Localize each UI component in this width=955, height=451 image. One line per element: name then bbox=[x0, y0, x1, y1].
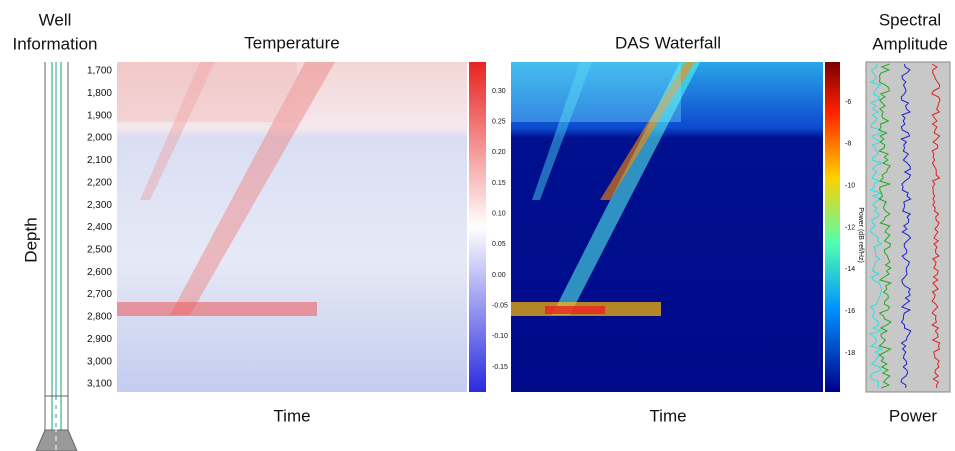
x-label: Power bbox=[889, 406, 938, 425]
panel-title: Spectral bbox=[879, 10, 941, 29]
colorbar-tick-label: 0.00 bbox=[492, 272, 506, 279]
panel-title: Temperature bbox=[244, 33, 339, 52]
well-diagram bbox=[35, 62, 78, 451]
depth-tick-label: 2,400 bbox=[87, 222, 112, 233]
depth-tick-label: 2,300 bbox=[87, 200, 112, 211]
colorbar-tick-label: -10 bbox=[845, 183, 855, 190]
temperature-heatmap bbox=[117, 62, 467, 392]
colorbar-tick-label: -0.10 bbox=[492, 333, 508, 340]
colorbar-tick-label: 0.15 bbox=[492, 180, 506, 187]
well-title: Well bbox=[39, 10, 72, 29]
spectral-traces bbox=[868, 63, 941, 389]
depth-tick-label: 3,000 bbox=[87, 356, 112, 367]
colorbar-tick-label: 0.05 bbox=[492, 241, 506, 248]
depth-tick-label: 2,200 bbox=[87, 177, 112, 188]
colorbar-ticks: 0.30 0.25 0.20 0.15 0.10 0.05 0.00 -0.05 -0.10 -0… bbox=[492, 88, 508, 371]
depth-tick-label: 2,900 bbox=[87, 334, 112, 345]
colorbar-tick-label: -12 bbox=[845, 224, 855, 231]
panel-title: Amplitude bbox=[872, 34, 948, 53]
depth-axis: 1,700 1,800 1,900 2,000 2,100 2,200 2,300 2,400… bbox=[87, 66, 112, 390]
colorbar-tick-label: 0.30 bbox=[492, 88, 506, 95]
colorbar-tick-label: -8 bbox=[845, 141, 851, 148]
depth-tick-label: 2,700 bbox=[87, 289, 112, 300]
spectral-trace bbox=[868, 63, 884, 389]
spectral-trace bbox=[900, 63, 912, 389]
depth-tick-label: 1,700 bbox=[87, 66, 112, 77]
panel-title: DAS Waterfall bbox=[615, 33, 721, 52]
depth-tick-label: 2,100 bbox=[87, 155, 112, 166]
colorbar-tick-label: -6 bbox=[845, 99, 851, 106]
colorbar-ticks: -6 -8 -10 -12 -14 -16 -18 bbox=[845, 99, 855, 357]
depth-label: Depth bbox=[21, 217, 40, 262]
spectral-trace bbox=[877, 63, 892, 389]
colorbar-label: Power (dB ref/Hz) bbox=[857, 207, 864, 263]
das-heatmap bbox=[511, 62, 823, 392]
depth-tick-label: 2,800 bbox=[87, 312, 112, 323]
depth-tick-label: 1,900 bbox=[87, 110, 112, 121]
colorbar-tick-label: -0.05 bbox=[492, 303, 508, 310]
colorbar-tick-label: 0.20 bbox=[492, 149, 506, 156]
x-label: Time bbox=[649, 406, 686, 425]
spectral-trace bbox=[931, 63, 941, 389]
x-label: Time bbox=[273, 406, 310, 425]
colorbar bbox=[469, 62, 486, 392]
depth-tick-label: 2,600 bbox=[87, 267, 112, 278]
well-title: Information bbox=[12, 34, 97, 53]
depth-tick-label: 2,500 bbox=[87, 244, 112, 255]
colorbar bbox=[825, 62, 840, 392]
depth-tick-label: 2,000 bbox=[87, 133, 112, 144]
colorbar-tick-label: -14 bbox=[845, 266, 855, 273]
colorbar-tick-label: -16 bbox=[845, 308, 855, 315]
depth-tick-label: 3,100 bbox=[87, 379, 112, 390]
colorbar-tick-label: 0.10 bbox=[492, 211, 506, 218]
colorbar-tick-label: 0.25 bbox=[492, 119, 506, 126]
depth-tick-label: 1,800 bbox=[87, 88, 112, 99]
colorbar-tick-label: -0.15 bbox=[492, 364, 508, 371]
colorbar-tick-label: -18 bbox=[845, 350, 855, 357]
